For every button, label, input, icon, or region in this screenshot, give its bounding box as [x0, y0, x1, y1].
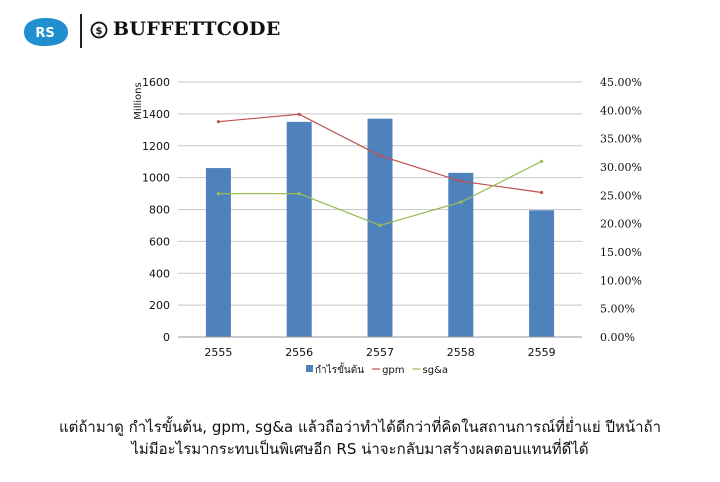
bar	[529, 210, 555, 337]
y-left-tick-label: 200	[149, 299, 170, 312]
x-tick-label: 2558	[447, 346, 475, 359]
chart: 0 200 400 600 800 1000 1200 1400 1600 0.00% 5.00% 1…	[133, 76, 642, 376]
header-divider	[80, 14, 82, 48]
y-left-tick-label: 400	[149, 267, 170, 280]
x-tick-label: 2557	[366, 346, 394, 359]
y-left-tick-label: 800	[149, 204, 170, 217]
caption-line-2: ไม่มีอะไรมากระทบเป็นพิเศษอีก RS น่าจะกลั…	[131, 440, 589, 458]
line-point	[378, 223, 382, 227]
legend-label: กำไรขั้นต้น	[315, 362, 364, 376]
rs-logo-text: RS	[35, 26, 54, 41]
y-right-tick-label: 10.00%	[600, 274, 642, 287]
y-right-tick-label: 5.00%	[600, 303, 635, 316]
y-right-tick-label: 25.00%	[600, 189, 642, 202]
line-point	[540, 159, 544, 163]
bar	[448, 172, 474, 337]
line-point	[297, 112, 301, 116]
line-point	[459, 179, 463, 183]
x-tick-label: 2556	[285, 346, 313, 359]
y-right-tick-label: 15.00%	[600, 246, 642, 259]
caption: แต่ถ้ามาดู กำไรขั้นต้น, gpm, sg&a แล้วถื…	[0, 416, 720, 460]
line-point	[216, 120, 220, 124]
rs-logo: RS	[24, 18, 68, 46]
line-point	[297, 192, 301, 196]
y-right-tick-label: 20.00%	[600, 218, 642, 231]
line-point	[378, 154, 382, 158]
bar	[205, 168, 231, 337]
y-left-tick-label: 1200	[142, 140, 170, 153]
y-right-tick-label: 45.00%	[600, 76, 642, 89]
y-left-tick-label: 0	[163, 331, 170, 344]
header: RS $ BUFFETTCODE	[20, 12, 320, 52]
bar	[286, 121, 312, 337]
line-point	[540, 190, 544, 195]
buffettcode-coin-icon: $	[90, 21, 108, 39]
x-tick-label: 2555	[204, 346, 232, 359]
caption-line-1: แต่ถ้ามาดู กำไรขั้นต้น, gpm, sg&a แล้วถื…	[58, 418, 662, 436]
legend-label: sg&a	[423, 365, 448, 376]
legend-label: gpm	[382, 365, 404, 376]
y-right-tick-label: 35.00%	[600, 133, 642, 146]
line-point	[216, 192, 220, 196]
y-left-tick-label: 1600	[142, 76, 170, 89]
line-point	[459, 200, 463, 204]
y-right-tick-label: 0.00%	[600, 331, 635, 344]
y-left-tick-label: 600	[149, 235, 170, 248]
y-right-tick-label: 40.00%	[600, 104, 642, 117]
buffettcode-brand: BUFFETTCODE	[113, 18, 281, 40]
legend-swatch	[306, 365, 313, 372]
y-left-tick-label: 1000	[142, 172, 170, 185]
y-left-tick-label: 1400	[142, 108, 170, 121]
svg-text:$: $	[96, 26, 103, 37]
y-left-axis-label: Millions	[133, 82, 144, 119]
y-right-tick-label: 30.00%	[600, 161, 642, 174]
x-tick-label: 2559	[528, 346, 556, 359]
